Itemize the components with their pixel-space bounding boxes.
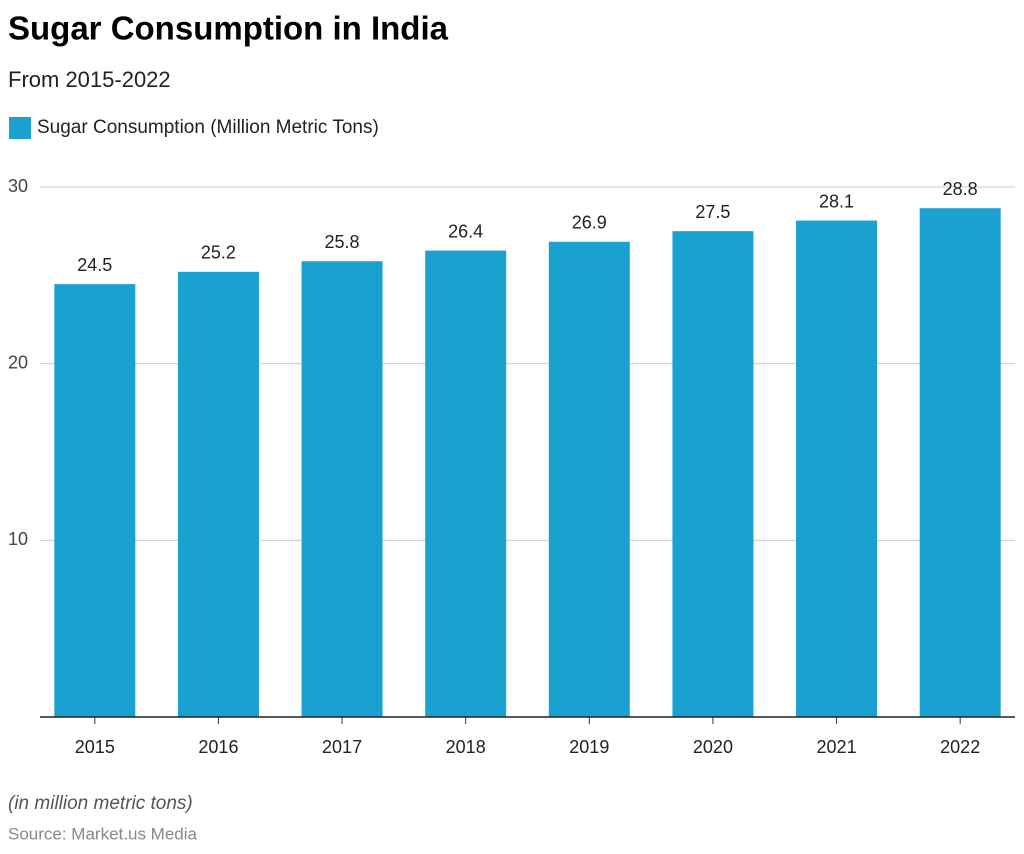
bar [177,271,259,717]
value-label: 25.2 [201,243,236,263]
bar [796,220,878,718]
legend-swatch [9,117,31,139]
y-tick-label: 30 [8,176,28,196]
x-tick-label: 2017 [322,737,362,757]
chart-title: Sugar Consumption in India [8,10,449,47]
bar [425,250,507,717]
legend-label: Sugar Consumption (Million Metric Tons) [37,117,379,138]
value-label: 28.8 [943,179,978,199]
x-tick-label: 2019 [569,737,609,757]
value-label: 24.5 [77,255,112,275]
source: Source: Market.us Media [8,824,198,843]
y-tick-label: 20 [8,352,28,372]
value-label: 25.8 [325,232,360,252]
bar [548,241,630,717]
bar [919,208,1001,717]
value-label: 26.4 [448,221,483,241]
bar [672,231,754,717]
bar [54,284,136,717]
x-tick-label: 2015 [75,737,115,757]
x-tick-label: 2018 [446,737,486,757]
x-tick-label: 2020 [693,737,733,757]
value-label: 28.1 [819,191,854,211]
note: (in million metric tons) [8,793,193,814]
chart-subtitle: From 2015-2022 [8,67,171,92]
x-tick-label: 2021 [817,737,857,757]
value-label: 26.9 [572,213,607,233]
x-tick-label: 2022 [940,737,980,757]
bar [301,261,383,717]
x-tick-label: 2016 [198,737,238,757]
y-tick-label: 10 [8,529,28,549]
value-label: 27.5 [695,202,730,222]
